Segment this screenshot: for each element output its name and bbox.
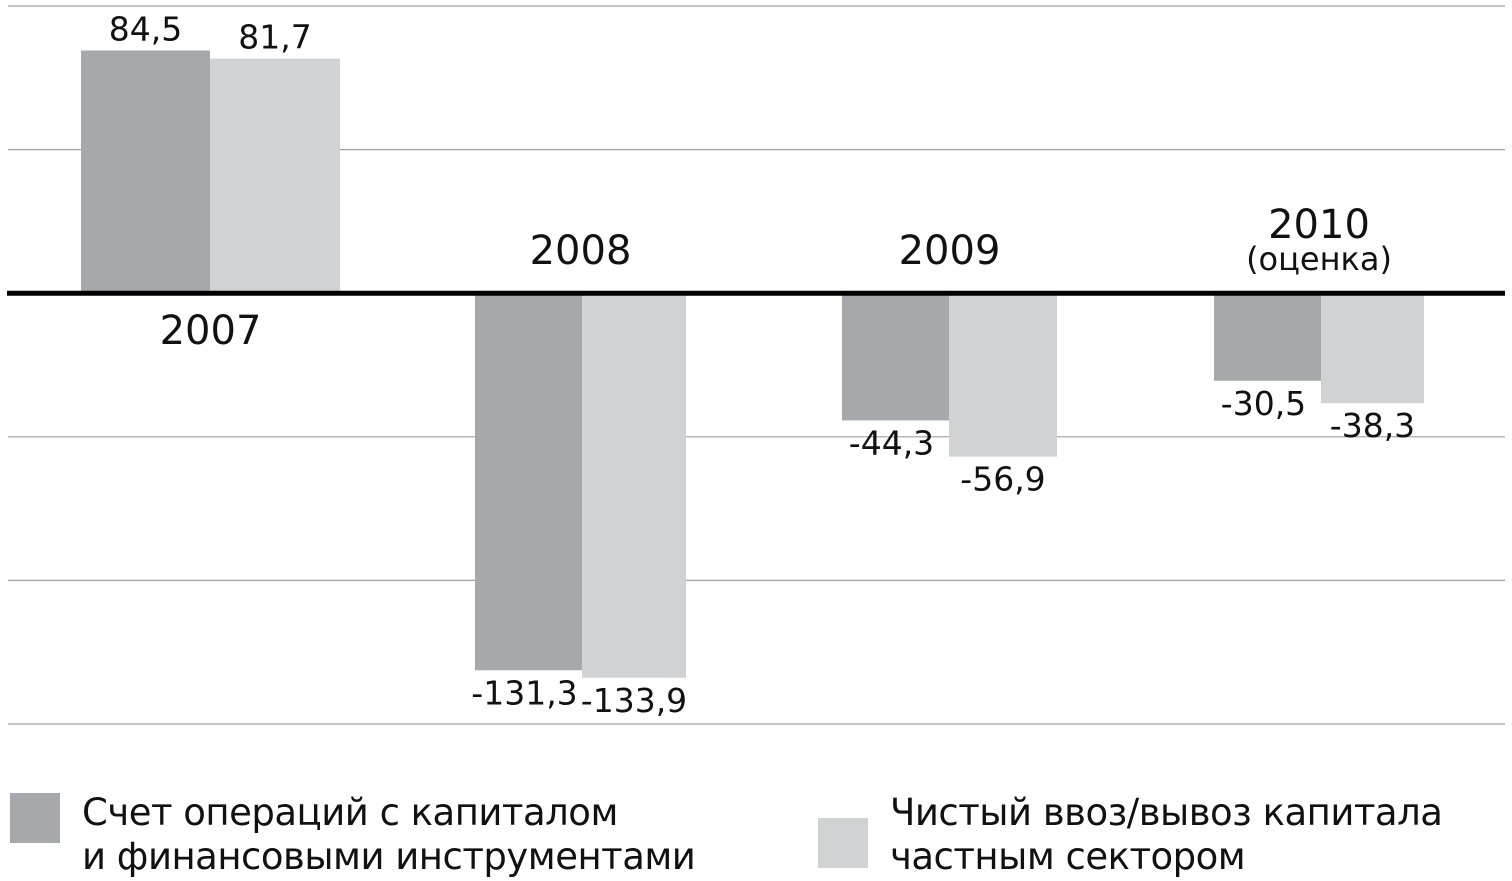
bar-dark-2009 (842, 293, 949, 421)
category-label: 2009 (899, 228, 1001, 274)
data-label: -44,3 (849, 423, 934, 462)
bar-light-2010 (1321, 293, 1424, 404)
bar-light-2008 (582, 293, 686, 678)
category-label: 2008 (530, 228, 632, 274)
legend-swatch-light (818, 818, 868, 868)
legend-swatch-dark (10, 793, 60, 843)
legend-line: Чистый ввоз/вывоз капитала (890, 791, 1443, 834)
bar-chart: 84,5 81,7 2007 -131,3 -133,9 2008 -44,3 -56,9 20… (7, 5, 1505, 725)
bar-dark-2010 (1214, 293, 1321, 381)
legend-item-net-capital-flow: Чистый ввоз/вывоз капитала частным секто… (818, 791, 1443, 879)
category-label: 2007 (160, 308, 262, 354)
bar-dark-2007 (81, 50, 210, 294)
bar-dark-2008 (475, 293, 582, 671)
legend-label: Счет операций с капиталом и финансовыми … (82, 791, 696, 879)
bar-light-2009 (949, 293, 1057, 457)
legend-line: Счет операций с капиталом (82, 791, 618, 834)
data-label: -133,9 (581, 681, 687, 720)
legend-label: Чистый ввоз/вывоз капитала частным секто… (890, 791, 1443, 879)
bar-light-2007 (210, 58, 340, 294)
category-label: 2010 (1268, 202, 1370, 248)
data-label: 84,5 (109, 10, 182, 49)
data-label: 81,7 (238, 18, 311, 57)
legend-line: частным сектором (890, 835, 1246, 878)
legend-item-capital-account: Счет операций с капиталом и финансовыми … (10, 791, 696, 879)
category-note: (оценка) (1246, 240, 1392, 278)
data-label: -56,9 (960, 460, 1045, 499)
legend-line: и финансовыми инструментами (82, 835, 696, 878)
data-label: -38,3 (1330, 406, 1415, 445)
data-label: -30,5 (1221, 384, 1306, 423)
data-label: -131,3 (471, 673, 577, 712)
